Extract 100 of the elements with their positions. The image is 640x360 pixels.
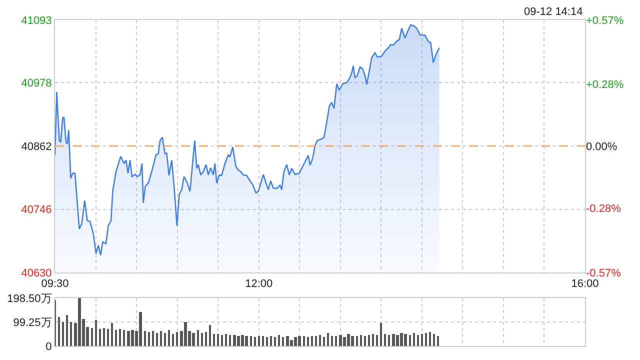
y-tick-label: 40630 (21, 267, 52, 280)
bar (417, 335, 419, 346)
bar (360, 335, 362, 346)
bar (266, 337, 268, 346)
bar (343, 337, 346, 346)
bar (58, 317, 60, 346)
bar (303, 336, 305, 346)
bar (164, 333, 166, 346)
bar (315, 336, 317, 346)
bar (62, 322, 64, 346)
bar (331, 336, 333, 346)
bar (437, 336, 439, 346)
bar (278, 335, 280, 346)
bar (335, 336, 337, 346)
bar (254, 337, 256, 346)
bar (192, 333, 195, 346)
bar (103, 328, 105, 346)
x-tick-label: 16:00 (571, 278, 599, 290)
bar (66, 315, 68, 346)
bar (425, 333, 427, 346)
bar (213, 334, 215, 346)
bar (205, 332, 207, 346)
bar (148, 332, 150, 346)
bar (327, 333, 329, 346)
y2-tick-label: 0.00% (586, 141, 618, 154)
bar (351, 336, 354, 346)
text: 09-12 14:14 (524, 6, 583, 18)
bar (311, 336, 313, 346)
bar (262, 336, 264, 346)
bar (400, 333, 403, 346)
bar (229, 335, 231, 346)
bar (409, 335, 411, 346)
bar (270, 336, 272, 346)
bar (380, 323, 382, 346)
bar (245, 336, 248, 346)
bar (119, 329, 121, 346)
y-tick-label: 99.25万 (13, 316, 52, 329)
bar (290, 340, 293, 346)
bar (139, 312, 142, 346)
bar (404, 334, 407, 346)
bar (282, 337, 284, 346)
y2-tick-label: -0.28% (586, 203, 622, 216)
bar (225, 334, 227, 346)
bar (107, 329, 109, 346)
bar (307, 337, 309, 346)
bar (258, 336, 260, 346)
bar (396, 335, 399, 346)
bar (176, 332, 178, 346)
bar (356, 336, 358, 346)
bar (339, 335, 342, 346)
bar (95, 320, 97, 346)
bar (217, 334, 219, 346)
bar (152, 331, 154, 346)
bar (384, 334, 386, 346)
y-tick-label: 41093 (21, 14, 52, 27)
bar (131, 330, 134, 346)
bar (250, 336, 252, 346)
bar (209, 325, 211, 346)
bar (201, 333, 203, 346)
bar (91, 328, 93, 346)
bar (115, 330, 117, 346)
bar (123, 330, 125, 346)
y-tick-label: 40978 (21, 78, 52, 90)
bar (160, 331, 162, 346)
bar (294, 337, 297, 346)
bar (368, 335, 370, 346)
bar (372, 334, 374, 346)
y2-tick-label: +0.28% (586, 79, 624, 92)
bar (221, 335, 223, 346)
bar (388, 335, 390, 346)
y-tick-label: 40746 (21, 204, 52, 216)
bar (376, 335, 378, 346)
bar (172, 334, 174, 346)
y-tick-label: 0 (46, 340, 52, 353)
x-tick-label: 09:30 (41, 278, 69, 290)
bar (392, 334, 395, 346)
bar (323, 337, 325, 346)
y2-tick-label: +0.57% (586, 14, 624, 27)
bar (319, 335, 321, 346)
bar (429, 332, 431, 346)
bar (347, 334, 350, 346)
bar (298, 336, 301, 346)
bar (99, 329, 101, 346)
bar (274, 337, 276, 346)
bar (127, 331, 130, 346)
bar (111, 323, 113, 346)
bar (364, 336, 366, 346)
bar (413, 333, 415, 346)
bar (168, 330, 170, 346)
bar (233, 335, 236, 346)
bar (237, 336, 240, 346)
y-tick-label: 198.50万 (7, 292, 52, 305)
x-tick-label: 12:00 (245, 278, 273, 290)
bar (433, 334, 435, 346)
bar (241, 335, 244, 346)
bar (144, 331, 146, 346)
bar (184, 322, 187, 346)
y-tick-label: 40862 (21, 140, 52, 153)
bar (156, 333, 158, 346)
bar (78, 298, 81, 346)
